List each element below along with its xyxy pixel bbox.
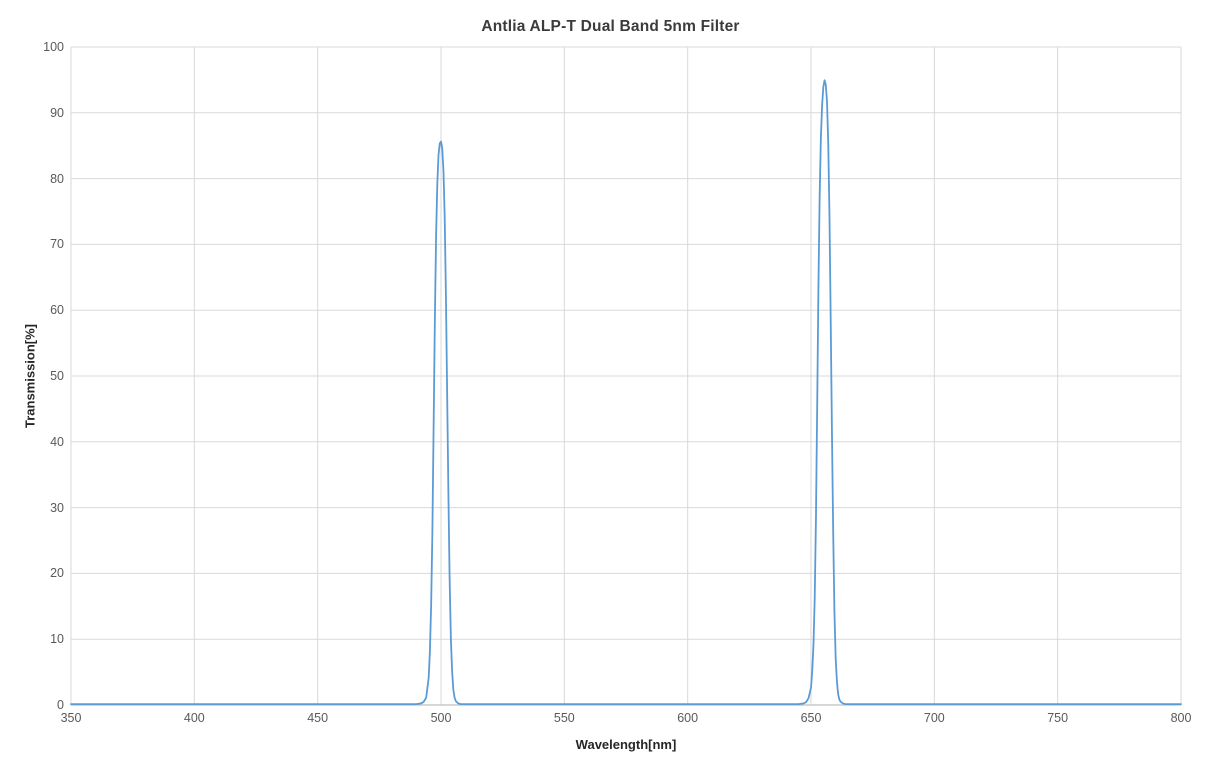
x-tick-label: 800 <box>1170 711 1192 725</box>
x-tick-label: 700 <box>923 711 945 725</box>
y-tick-label: 10 <box>50 632 64 647</box>
series-line <box>70 79 1182 705</box>
chart-title: Antlia ALP-T Dual Band 5nm Filter <box>481 18 740 35</box>
y-tick-label: 0 <box>57 698 64 712</box>
x-tick-label: 450 <box>307 711 329 725</box>
y-tick-label: 40 <box>50 434 64 449</box>
x-tick-label: 600 <box>677 711 699 725</box>
y-tick-label: 90 <box>50 105 64 120</box>
y-tick-label: 80 <box>50 171 64 186</box>
y-tick-label: 70 <box>50 237 64 252</box>
x-tick-label: 750 <box>1047 711 1069 725</box>
y-tick-label: 30 <box>50 500 64 515</box>
x-axis-title: Wavelength[nm] <box>575 737 677 752</box>
gridlines <box>70 46 1182 705</box>
x-tick-label: 400 <box>183 711 205 725</box>
x-tick-label: 500 <box>430 711 452 725</box>
x-tick-label: 650 <box>800 711 822 725</box>
y-tick-label: 50 <box>50 369 64 383</box>
x-tick-label: 550 <box>553 711 575 725</box>
y-tick-label: 20 <box>50 566 64 581</box>
x-tick-label: 350 <box>60 711 82 725</box>
y-tick-label: 60 <box>50 303 64 318</box>
y-tick-label: 100 <box>43 40 64 54</box>
